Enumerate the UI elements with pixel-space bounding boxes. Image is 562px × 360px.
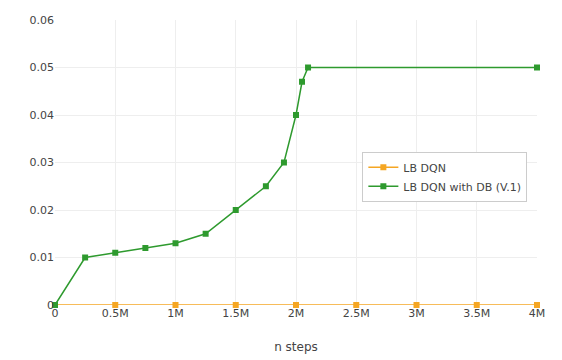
svg-text:LB DQN with DB (V.1): LB DQN with DB (V.1) [403,181,521,194]
svg-text:0.5M: 0.5M [102,307,129,320]
svg-text:3.5M: 3.5M [463,307,490,320]
svg-text:0.05: 0.05 [30,61,55,74]
svg-text:0.02: 0.02 [30,204,55,217]
svg-text:n steps: n steps [274,340,318,354]
svg-text:2M: 2M [288,307,305,320]
svg-text:0.03: 0.03 [30,156,55,169]
svg-text:LB DQN: LB DQN [403,162,446,175]
svg-text:0.04: 0.04 [30,109,55,122]
svg-text:0: 0 [47,299,54,312]
svg-text:0.06: 0.06 [30,14,55,27]
svg-text:1.5M: 1.5M [222,307,249,320]
svg-text:1M: 1M [167,307,184,320]
svg-text:0.01: 0.01 [30,251,55,264]
svg-text:0: 0 [52,307,59,320]
svg-text:3M: 3M [408,307,425,320]
svg-text:4M: 4M [529,307,546,320]
svg-text:2.5M: 2.5M [343,307,370,320]
